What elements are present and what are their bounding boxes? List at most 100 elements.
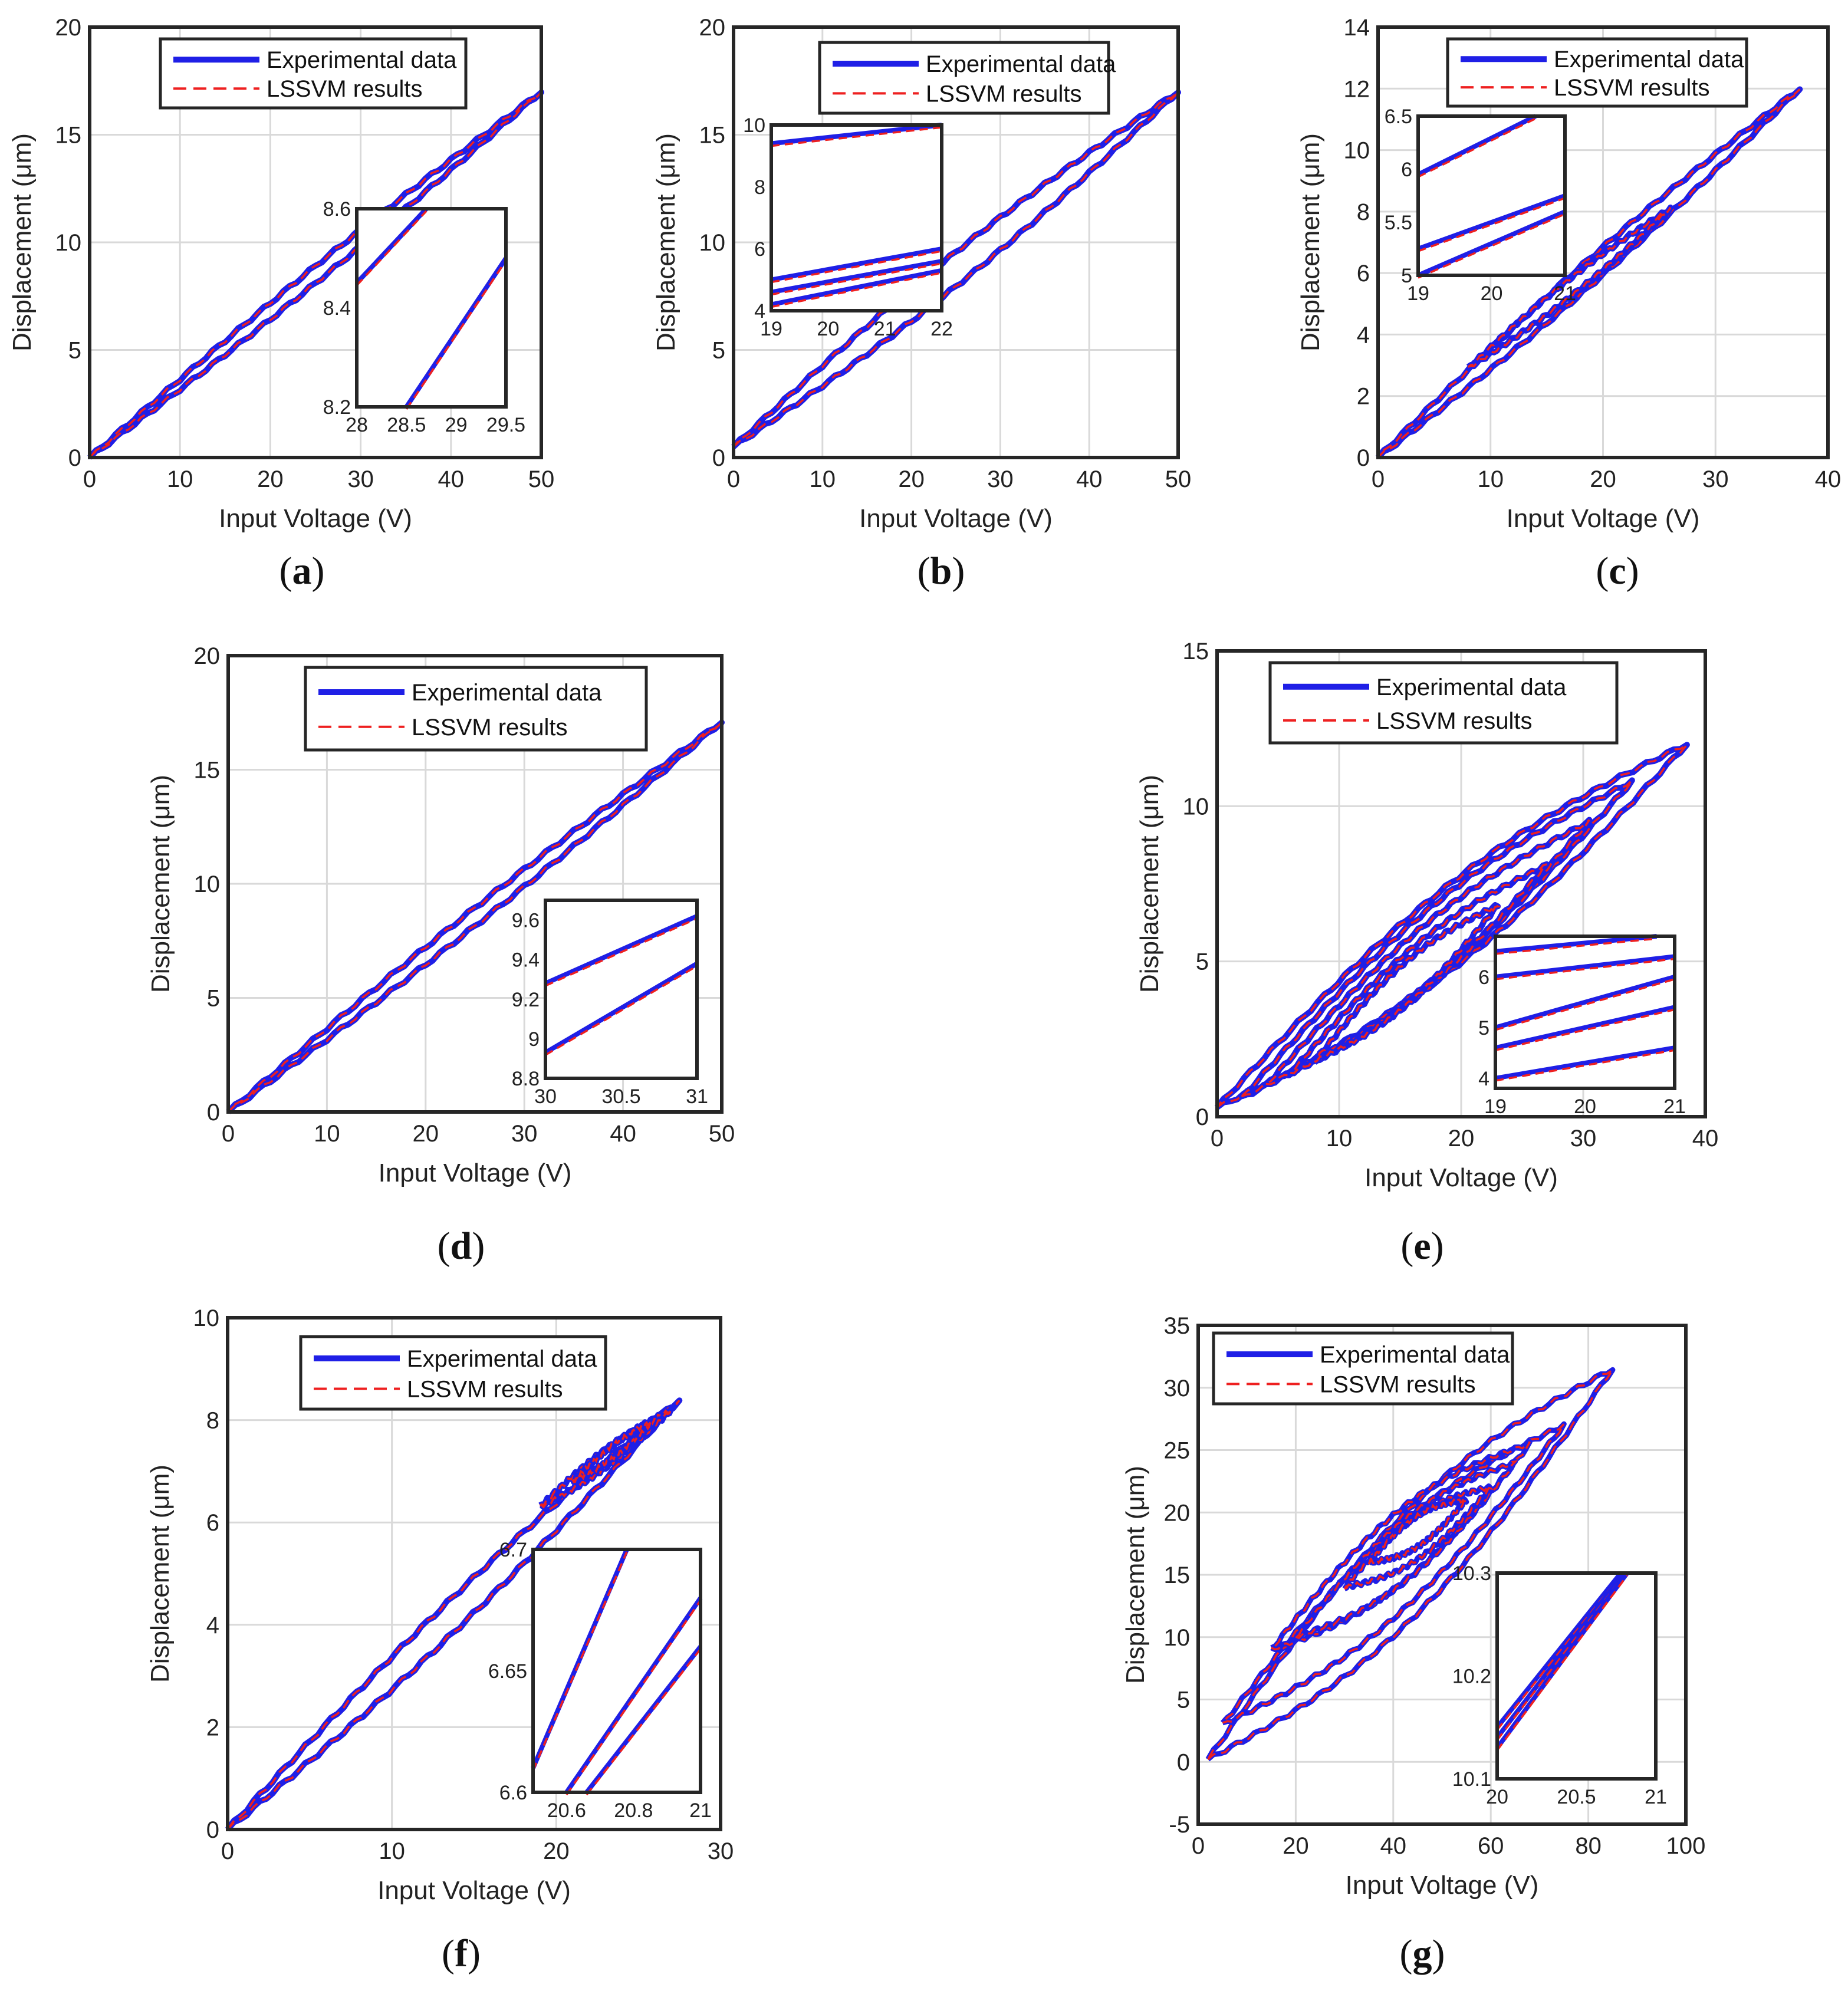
x-tick-label: 0 — [1372, 466, 1385, 492]
panel-label-part: ( — [442, 1932, 455, 1975]
legend-label-experimental: Experimental data — [926, 51, 1116, 77]
x-tick-label: 20 — [898, 466, 925, 492]
y-tick-label: 30 — [1164, 1376, 1191, 1401]
inset-lssvm-line — [1418, 197, 1566, 252]
legend-label-lssvm: LSSVM results — [926, 81, 1082, 107]
legend-box — [159, 37, 468, 110]
y-tick-label: 20 — [55, 15, 82, 41]
inset-y-tick-label: 8.4 — [323, 297, 351, 320]
y-tick-label: 0 — [206, 1817, 219, 1843]
inset: 19 20 21 5 5.5 6 6.5 — [1385, 106, 1576, 305]
y-tick-label: 35 — [1164, 1313, 1191, 1339]
x-tick-label: 20 — [413, 1121, 439, 1147]
inset-y-tick-label: 8.8 — [512, 1068, 540, 1090]
legend: Experimental data LSSVM results — [818, 41, 1116, 115]
legend-box — [818, 41, 1110, 115]
x-tick-label: 20 — [1448, 1126, 1475, 1151]
inset-lssvm-line — [356, 210, 428, 287]
inset-lssvm-line — [771, 262, 942, 296]
inset-x-tick-label: 20 — [1574, 1095, 1596, 1118]
inset-frame — [1495, 1571, 1658, 1781]
y-tick-label: 0 — [207, 1100, 220, 1126]
inset-y-tick-label: 4 — [754, 300, 765, 323]
inset: 20.6 20.8 21 6.6 6.65 6.7 — [488, 1539, 712, 1822]
y-tick-label: 10 — [699, 230, 726, 256]
panel-label-part: ) — [1626, 549, 1639, 593]
inset-experimental-line — [1495, 1571, 1623, 1729]
legend-label-lssvm: LSSVM results — [1376, 708, 1533, 734]
inset-experimental-line — [1495, 1045, 1675, 1081]
inset-experimental-line — [1495, 1571, 1626, 1739]
inset-x-tick-label: 29 — [445, 414, 468, 436]
inset-x-tick-label: 21 — [689, 1799, 712, 1822]
panel-label-part: ( — [1400, 1932, 1413, 1975]
inset-x-tick-label: 19 — [1407, 282, 1429, 305]
legend-box — [1212, 1331, 1514, 1406]
inset-frame — [770, 123, 943, 312]
inset-experimental-line — [1494, 974, 1676, 1030]
inset-y-tick-label: 8.6 — [323, 198, 351, 221]
plot-frame — [226, 1316, 722, 1831]
panel-label-part: c — [1609, 549, 1626, 593]
inset-y-tick-label: 6 — [754, 238, 765, 261]
inset: 30 30.5 31 8.8 9 9.2 9.4 9.6 — [512, 899, 708, 1108]
inset-x-tick-label: 20 — [1481, 282, 1503, 305]
inset: 28 28.5 29 29.5 8.2 8.4 8.6 — [323, 198, 525, 436]
inset-lssvm-line — [771, 250, 942, 284]
legend-label-experimental: Experimental data — [412, 680, 602, 706]
y-tick-label: 0 — [1357, 445, 1370, 471]
legend-label-lssvm: LSSVM results — [1320, 1371, 1476, 1397]
y-tick-label: 4 — [1357, 322, 1370, 348]
x-tick-label: 10 — [1478, 466, 1504, 492]
panel-label-part: ) — [472, 1225, 485, 1268]
x-tick-label: 20 — [1283, 1833, 1309, 1859]
inset-lssvm-line — [586, 1648, 702, 1796]
panel-c: 0 10 20 30 40 0 2 4 6 8 10 12 14 Experimental dataLSS… — [1296, 15, 1841, 593]
panel-label: (e) — [1400, 1225, 1443, 1268]
x-tick-label: 100 — [1666, 1833, 1706, 1859]
inset-y-tick-label: 8 — [754, 176, 765, 199]
x-axis-label: Input Voltage (V) — [859, 504, 1053, 533]
inset-x-tick-label: 21 — [874, 318, 896, 340]
panel-label-part: ( — [438, 1225, 451, 1268]
x-tick-label: 30 — [708, 1838, 734, 1864]
inset-x-tick-label: 21 — [1663, 1095, 1686, 1118]
panel-a: 0 10 20 30 40 50 0 5 10 15 20 Experimental data LSSV… — [8, 15, 554, 593]
inset-experimental-line — [771, 123, 942, 146]
inset-y-tick-label: 9 — [528, 1028, 540, 1051]
y-tick-label: 15 — [1164, 1562, 1191, 1588]
inset-experimental-line — [1417, 193, 1566, 251]
legend-box — [299, 1335, 607, 1411]
inset-lssvm-line — [545, 965, 698, 1056]
panel-label-part: ) — [312, 549, 325, 593]
x-tick-label: 0 — [1192, 1833, 1205, 1859]
lssvm-loop-5 — [1314, 903, 1501, 1064]
inset-experimental-line — [1495, 954, 1675, 979]
x-tick-label: 0 — [1211, 1126, 1224, 1151]
inset-x-tick-label: 20.6 — [547, 1799, 586, 1822]
y-tick-label: 2 — [1357, 384, 1370, 410]
y-axis-label: Displacement (μm) — [146, 1465, 175, 1683]
panel-label-part: d — [451, 1225, 472, 1268]
panel-label-part: b — [930, 549, 952, 593]
panel-label-part: g — [1413, 1932, 1432, 1975]
panel-d: 0 10 20 30 40 50 0 5 10 15 20 Experimental data LSSV… — [146, 643, 735, 1268]
inset-y-tick-label: 10.1 — [1452, 1768, 1491, 1791]
inset-y-tick-label: 6 — [1401, 159, 1412, 181]
inset-frame — [1416, 114, 1567, 277]
x-tick-label: 10 — [1326, 1126, 1353, 1151]
x-tick-label: 30 — [1702, 466, 1729, 492]
inset-lssvm-line — [1495, 957, 1675, 980]
inset-x-tick-label: 30 — [534, 1085, 557, 1108]
inset-experimental-line — [405, 256, 508, 409]
lssvm-loop-3 — [1265, 819, 1590, 1085]
x-tick-label: 10 — [314, 1121, 340, 1147]
inset-frame — [544, 899, 699, 1080]
y-tick-label: 8 — [1357, 199, 1370, 225]
x-tick-label: 30 — [511, 1121, 538, 1147]
panel-label: (c) — [1596, 549, 1639, 593]
legend-label-experimental: Experimental data — [1320, 1342, 1510, 1368]
